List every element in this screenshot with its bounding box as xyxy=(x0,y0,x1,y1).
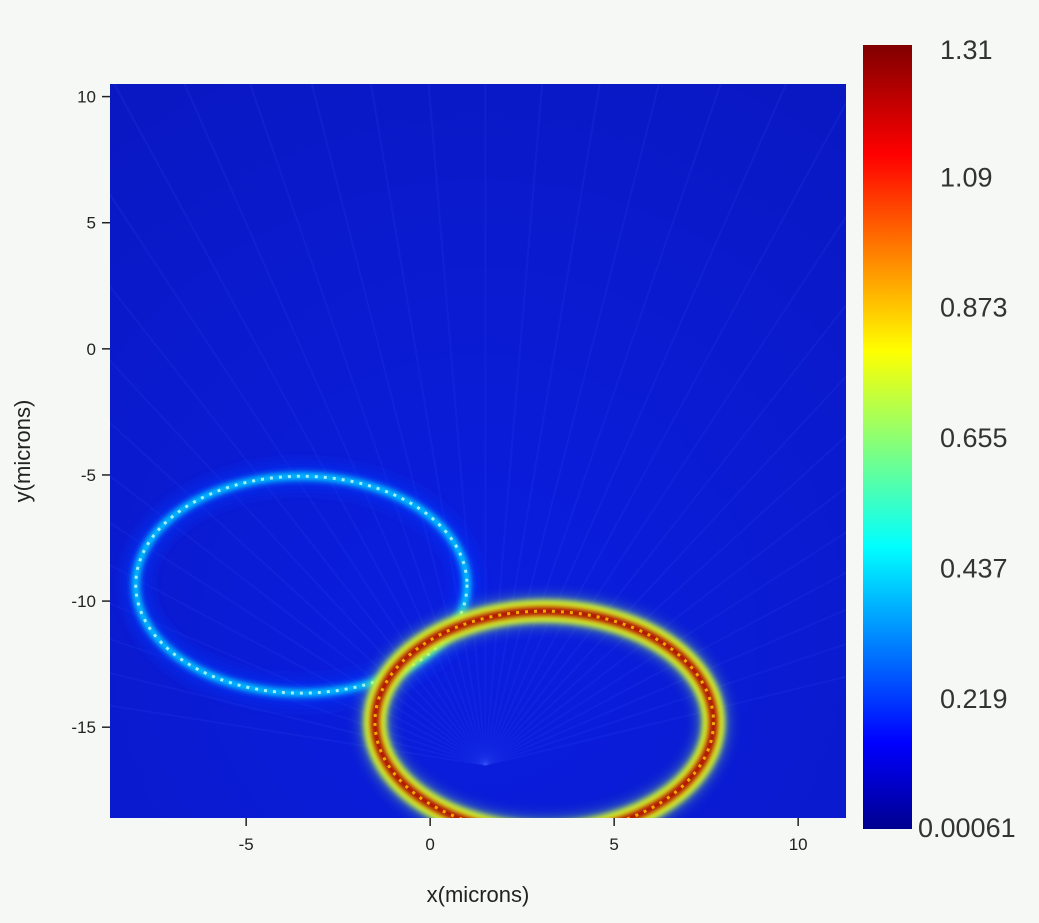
colorbar-ticks: 1.31 1.09 0.873 0.655 0.437 0.219 0.00061 xyxy=(918,35,1016,843)
y-tick-label: 0 xyxy=(87,340,96,359)
x-axis-title: x(microns) xyxy=(427,882,530,907)
y-tick-label: -15 xyxy=(71,718,96,737)
colorbar-tick-label: 0.437 xyxy=(940,554,1008,584)
ray-line xyxy=(484,571,846,766)
x-axis: -5 0 5 10 xyxy=(239,818,808,854)
y-tick-label: 5 xyxy=(87,214,96,233)
ray-line xyxy=(484,531,846,766)
y-tick-label: -5 xyxy=(81,466,96,485)
ring-fringes xyxy=(134,474,469,695)
x-tick-label: 10 xyxy=(789,835,808,854)
ray-line xyxy=(485,643,846,766)
ray-line xyxy=(110,704,486,767)
ray-line xyxy=(110,563,486,766)
ray-line xyxy=(484,84,601,766)
ray-line xyxy=(110,638,486,766)
colorbar-tick-label: 0.219 xyxy=(940,684,1008,714)
x-tick-label: 0 xyxy=(425,835,434,854)
ray-line xyxy=(310,84,487,766)
colorbar xyxy=(863,45,912,829)
ray-line xyxy=(113,84,487,766)
y-axis-title: y(microns) xyxy=(10,400,35,503)
ray-line xyxy=(484,84,788,766)
ray-line xyxy=(484,608,846,766)
ray-line xyxy=(484,84,660,766)
ray-line xyxy=(484,84,722,766)
x-tick-label: -5 xyxy=(239,835,254,854)
ray-line xyxy=(183,84,487,766)
colorbar-tick-label: 1.09 xyxy=(940,163,993,193)
y-tick-label: -10 xyxy=(71,592,96,611)
ray-line xyxy=(110,285,487,766)
ray-line xyxy=(110,672,486,767)
ray-line xyxy=(249,84,487,766)
colorbar-tick-label: 0.873 xyxy=(940,293,1008,323)
colorbar-tick-label: 1.31 xyxy=(940,35,993,65)
y-axis: 10 5 0 -5 -10 -15 xyxy=(71,88,110,737)
ray-line xyxy=(110,192,487,766)
colorbar-tick-label: 0.00061 xyxy=(918,813,1016,843)
ray-line xyxy=(110,421,487,766)
y-tick-label: 10 xyxy=(77,88,96,107)
field-features xyxy=(110,463,846,818)
colorbar-tick-label: 0.655 xyxy=(940,423,1008,453)
x-tick-label: 5 xyxy=(609,835,618,854)
ray-line xyxy=(484,84,544,766)
ray-line xyxy=(485,675,846,767)
ray-line xyxy=(110,359,487,766)
ring-fringes xyxy=(373,609,715,818)
ray-line xyxy=(484,434,846,766)
plot-area xyxy=(110,84,846,818)
ray-line xyxy=(110,521,486,766)
